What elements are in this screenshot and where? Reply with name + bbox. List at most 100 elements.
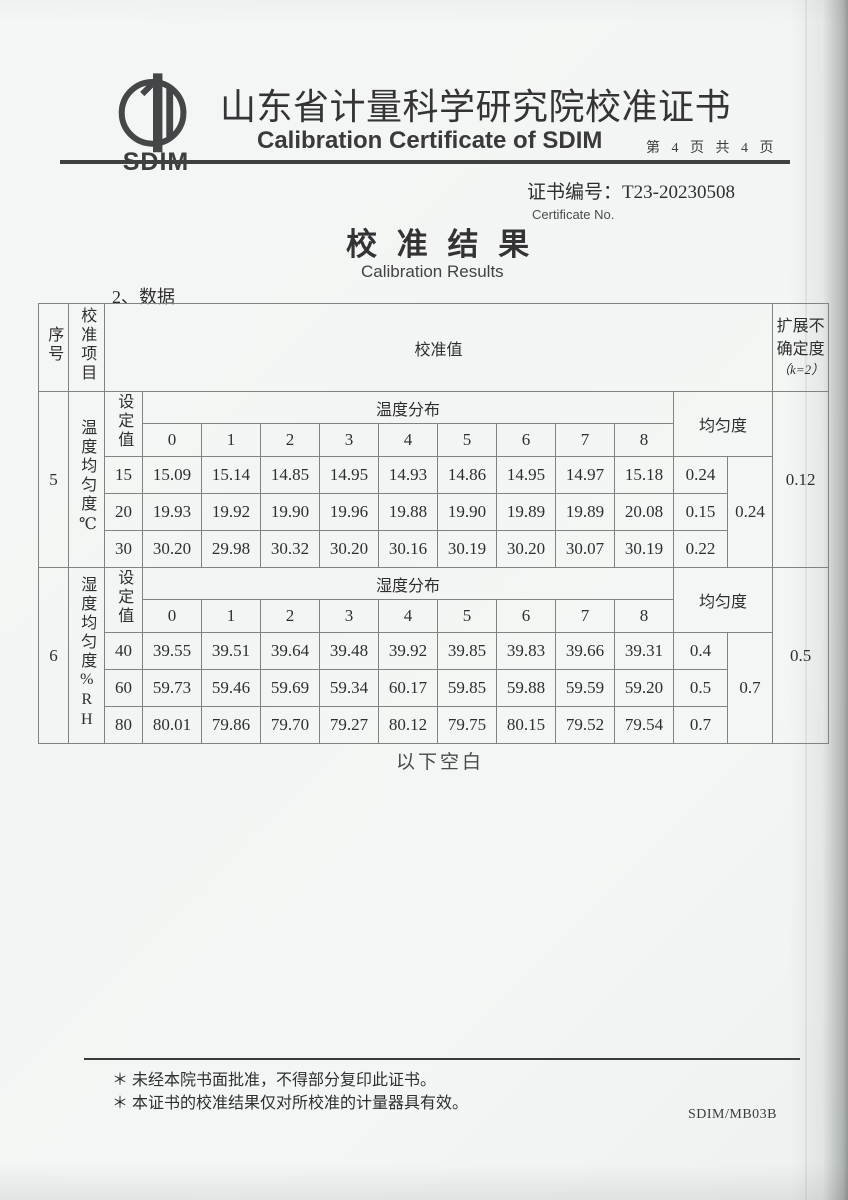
calibration-results-table-wrap: 序号 校准项目 校准值 扩展不确定度 （k=2） 5 温度均匀度℃ 设定值 温度… xyxy=(38,303,830,744)
dist-col-header: 1 xyxy=(201,599,261,633)
dist-value-cell: 14.85 xyxy=(260,456,320,494)
uniformity-header: 均匀度 xyxy=(672,391,774,457)
dist-value-cell: 14.95 xyxy=(319,456,379,494)
setpoint-header: 设定值 xyxy=(104,391,143,457)
dist-value-cell: 79.86 xyxy=(201,706,261,744)
calibration-results-table: 序号 校准项目 校准值 扩展不确定度 （k=2） 5 温度均匀度℃ 设定值 温度… xyxy=(38,303,830,744)
dist-col-header: 3 xyxy=(319,423,379,457)
dist-col-header: 1 xyxy=(201,423,261,457)
footer-note: ＊ 本证书的校准结果仅对所校准的计量器具有效。 xyxy=(112,1095,469,1112)
uniformity-value: 0.5 xyxy=(673,669,728,707)
setpoint-value: 60 xyxy=(104,669,143,707)
dist-value-cell: 19.96 xyxy=(319,493,379,531)
dist-col-header: 0 xyxy=(142,599,202,633)
dist-col-header: 6 xyxy=(496,599,556,633)
uniformity-value: 0.7 xyxy=(673,706,728,744)
dist-value-cell: 80.01 xyxy=(142,706,202,744)
dist-value-cell: 39.85 xyxy=(437,632,497,670)
uniformity-value: 0.15 xyxy=(673,493,728,531)
dist-value-cell: 30.20 xyxy=(319,530,379,568)
dist-value-cell: 19.89 xyxy=(555,493,615,531)
setpoint-header-label: 设定值 xyxy=(115,569,133,626)
dist-col-header: 3 xyxy=(319,599,379,633)
max-uniformity-value: 0.24 xyxy=(726,456,774,568)
uncertainty-k-label: （k=2） xyxy=(777,362,825,378)
dist-value-cell: 79.70 xyxy=(260,706,320,744)
dist-value-cell: 39.48 xyxy=(319,632,379,670)
uniformity-header: 均匀度 xyxy=(672,567,774,633)
dist-value-cell: 30.32 xyxy=(260,530,320,568)
dist-value-cell: 59.85 xyxy=(437,669,497,707)
dist-value-cell: 59.88 xyxy=(496,669,556,707)
dist-value-cell: 19.92 xyxy=(201,493,261,531)
col-header-seq-label: 序号 xyxy=(45,326,63,364)
dist-value-cell: 15.18 xyxy=(614,456,674,494)
item-label: 湿度均匀度%RH xyxy=(68,567,105,744)
dist-col-header: 7 xyxy=(555,423,615,457)
dist-value-cell: 30.19 xyxy=(614,530,674,568)
uncertainty-header-text: 扩展不确定度 xyxy=(776,317,825,359)
dist-value-cell: 14.97 xyxy=(555,456,615,494)
dist-value-cell: 30.16 xyxy=(378,530,438,568)
dist-value-cell: 59.59 xyxy=(555,669,615,707)
dist-col-header: 4 xyxy=(378,599,438,633)
dist-value-cell: 59.20 xyxy=(614,669,674,707)
distribution-label: 湿度分布 xyxy=(142,567,674,600)
footer-note: ＊ 未经本院书面批准，不得部分复印此证书。 xyxy=(112,1072,437,1089)
distribution-label: 温度分布 xyxy=(142,391,674,424)
uniformity-value: 0.4 xyxy=(673,632,728,670)
dist-value-cell: 20.08 xyxy=(614,493,674,531)
dist-value-cell: 39.66 xyxy=(555,632,615,670)
col-header-seq: 序号 xyxy=(38,303,69,392)
dist-value-cell: 19.90 xyxy=(260,493,320,531)
dist-col-header: 0 xyxy=(142,423,202,457)
dist-col-header: 2 xyxy=(260,599,320,633)
dist-value-cell: 14.95 xyxy=(496,456,556,494)
col-header-value: 校准值 xyxy=(103,303,774,392)
dist-value-cell: 39.55 xyxy=(142,632,202,670)
dist-value-cell: 59.46 xyxy=(201,669,261,707)
form-code: SDIM/MB03B xyxy=(688,1107,778,1122)
page-title: 山东省计量科学研究院校准证书 xyxy=(220,87,732,127)
dist-value-cell: 19.90 xyxy=(437,493,497,531)
uncertainty-value: 0.5 xyxy=(772,567,830,744)
dist-value-cell: 59.34 xyxy=(319,669,379,707)
dist-value-cell: 80.15 xyxy=(496,706,556,744)
footer-rule xyxy=(84,1058,800,1060)
dist-value-cell: 14.86 xyxy=(437,456,497,494)
dist-value-cell: 30.07 xyxy=(555,530,615,568)
dist-value-cell: 79.27 xyxy=(319,706,379,744)
setpoint-header-label: 设定值 xyxy=(115,393,133,450)
dist-value-cell: 29.98 xyxy=(201,530,261,568)
item-label-text: 湿度均匀度%RH xyxy=(78,575,96,731)
certificate-number: 证书编号：T23-20230508 xyxy=(527,177,735,204)
col-header-item-label: 校准项目 xyxy=(78,307,96,383)
col-header-item: 校准项目 xyxy=(68,303,105,392)
uniformity-value: 0.24 xyxy=(673,456,728,494)
dist-value-cell: 39.83 xyxy=(496,632,556,670)
setpoint-value: 20 xyxy=(104,493,143,531)
dist-col-header: 5 xyxy=(437,599,497,633)
dist-value-cell: 59.69 xyxy=(260,669,320,707)
dist-col-header: 5 xyxy=(437,423,497,457)
results-title: 校 准 结 果 xyxy=(346,227,536,262)
col-header-uncertainty: 扩展不确定度 （k=2） xyxy=(772,303,830,392)
dist-value-cell: 19.88 xyxy=(378,493,438,531)
dist-value-cell: 39.92 xyxy=(378,632,438,670)
setpoint-value: 80 xyxy=(104,706,143,744)
dist-col-header: 2 xyxy=(260,423,320,457)
dist-col-header: 6 xyxy=(496,423,556,457)
certificate-number-value: T23-20230508 xyxy=(622,182,735,203)
dist-value-cell: 19.89 xyxy=(496,493,556,531)
page-number: 第 4 页 共 4 页 xyxy=(646,141,778,156)
dist-value-cell: 79.52 xyxy=(555,706,615,744)
dist-value-cell: 39.31 xyxy=(614,632,674,670)
row-seq: 6 xyxy=(38,567,69,744)
header-double-rule xyxy=(60,160,790,164)
dist-value-cell: 30.20 xyxy=(496,530,556,568)
dist-value-cell: 30.19 xyxy=(437,530,497,568)
certificate-number-sublabel: Certificate No. xyxy=(532,207,615,222)
uniformity-value: 0.22 xyxy=(673,530,728,568)
dist-value-cell: 80.12 xyxy=(378,706,438,744)
